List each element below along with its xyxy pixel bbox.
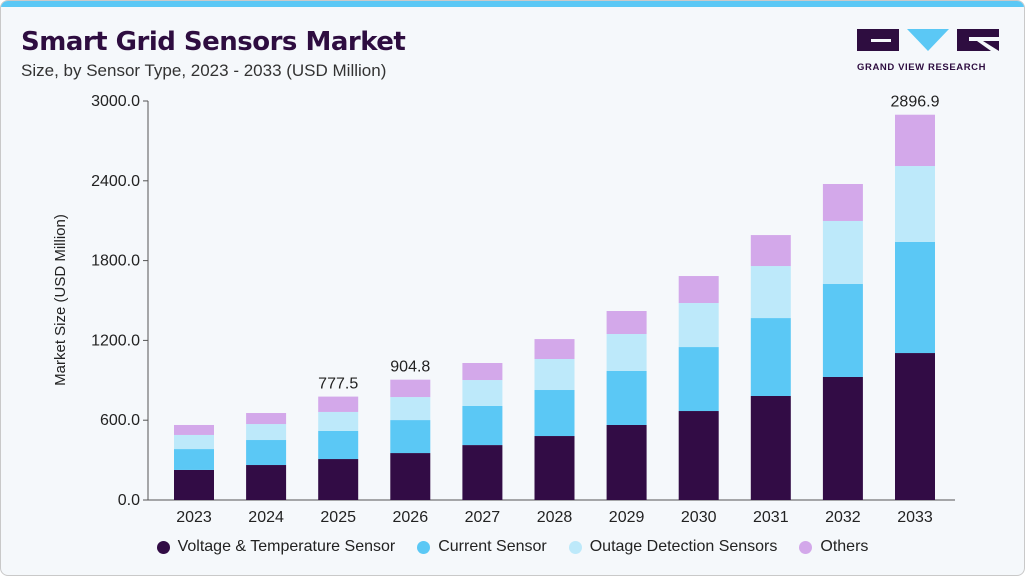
bar-segment bbox=[750, 266, 791, 319]
bar-segment bbox=[534, 359, 575, 391]
x-tick-label: 2027 bbox=[465, 509, 501, 526]
x-tick-label: 2023 bbox=[176, 509, 212, 526]
legend-item: Outage Detection Sensors bbox=[568, 538, 778, 556]
bar-segment bbox=[462, 363, 503, 381]
y-tick-label: 3000.0 bbox=[91, 93, 140, 110]
bar-segment bbox=[822, 376, 863, 500]
bar-segment bbox=[822, 220, 863, 285]
bar-segment bbox=[678, 276, 719, 304]
data-label: 2896.9 bbox=[891, 94, 940, 111]
legend-swatch-icon bbox=[799, 540, 813, 554]
bar-segment bbox=[318, 459, 359, 500]
logo-mark-icon bbox=[857, 29, 999, 51]
bar-segment bbox=[246, 424, 287, 441]
legend-item: Current Sensor bbox=[417, 538, 547, 556]
bar-segment bbox=[390, 453, 431, 500]
bar-segment bbox=[174, 449, 214, 470]
data-label: 777.5 bbox=[318, 376, 358, 393]
bar-segment bbox=[534, 390, 575, 437]
bar-segment bbox=[895, 353, 935, 500]
legend-item: Voltage & Temperature Sensor bbox=[156, 538, 396, 556]
bar-segment bbox=[606, 311, 647, 335]
y-axis-label: Market Size (USD Million) bbox=[52, 214, 69, 386]
x-tick-label: 2033 bbox=[897, 509, 933, 526]
bar-segment bbox=[174, 434, 214, 450]
logo-text: GRAND VIEW RESEARCH bbox=[857, 62, 987, 73]
accent-bar bbox=[1, 1, 1024, 7]
legend-label: Outage Detection Sensors bbox=[589, 538, 778, 555]
y-tick-label: 1800.0 bbox=[91, 253, 140, 270]
bar-segment bbox=[822, 183, 863, 221]
x-tick-label: 2031 bbox=[753, 509, 789, 526]
bar-segment bbox=[390, 420, 431, 454]
bar-segment bbox=[606, 334, 647, 371]
bar-segment bbox=[246, 440, 287, 466]
legend-item: Others bbox=[799, 538, 868, 556]
legend-label: Current Sensor bbox=[438, 538, 547, 555]
x-tick-label: 2029 bbox=[609, 509, 645, 526]
bar-segment bbox=[895, 241, 935, 354]
bar-segment bbox=[606, 370, 647, 425]
bar-segment bbox=[462, 405, 503, 446]
bar-segment bbox=[462, 445, 503, 500]
bar-segment bbox=[246, 465, 287, 500]
x-tick-label: 2032 bbox=[825, 509, 861, 526]
bar-segment bbox=[390, 379, 431, 398]
bar-segment bbox=[246, 413, 287, 425]
y-tick-label: 0.0 bbox=[118, 492, 140, 509]
y-tick-label: 600.0 bbox=[100, 412, 140, 429]
bar-segment bbox=[462, 380, 503, 406]
bar-segment bbox=[678, 347, 719, 412]
legend-swatch-icon bbox=[417, 540, 431, 554]
bar-segment bbox=[174, 469, 214, 500]
bar-segment bbox=[318, 411, 359, 431]
legend-label: Others bbox=[820, 538, 869, 555]
legend-label: Voltage & Temperature Sensor bbox=[177, 538, 396, 555]
bar-segment bbox=[750, 395, 791, 500]
bar-segment bbox=[606, 424, 647, 500]
grand-view-research-logo: GRAND VIEW RESEARCH bbox=[857, 29, 999, 73]
x-tick-label: 2024 bbox=[248, 509, 284, 526]
bar-segment bbox=[318, 430, 359, 460]
legend-swatch-icon bbox=[568, 540, 582, 554]
bar-segment bbox=[750, 318, 791, 396]
bar-segment bbox=[174, 424, 214, 435]
chart-subtitle: Size, by Sensor Type, 2023 - 2033 (USD M… bbox=[21, 61, 387, 80]
x-tick-label: 2028 bbox=[537, 509, 573, 526]
bar-segment bbox=[895, 114, 935, 167]
y-tick-label: 1200.0 bbox=[91, 332, 140, 349]
legend-swatch-icon bbox=[156, 540, 170, 554]
x-tick-label: 2025 bbox=[320, 509, 356, 526]
y-tick-label: 2400.0 bbox=[91, 173, 140, 190]
bar-segment bbox=[534, 436, 575, 500]
bar-segment bbox=[678, 303, 719, 348]
bar-segment bbox=[678, 411, 719, 500]
bar-segment bbox=[534, 339, 575, 360]
legend: Voltage & Temperature Sensor Current Sens… bbox=[0, 538, 1025, 556]
bar-segment bbox=[390, 397, 431, 421]
chart-title: Smart Grid Sensors Market bbox=[21, 27, 406, 57]
data-label: 904.8 bbox=[390, 359, 430, 376]
x-tick-label: 2030 bbox=[681, 509, 717, 526]
bar-segment bbox=[318, 396, 359, 412]
bar-segment bbox=[895, 166, 935, 242]
bar-segment bbox=[822, 284, 863, 377]
bar-segment bbox=[750, 235, 791, 267]
x-tick-label: 2026 bbox=[393, 509, 429, 526]
